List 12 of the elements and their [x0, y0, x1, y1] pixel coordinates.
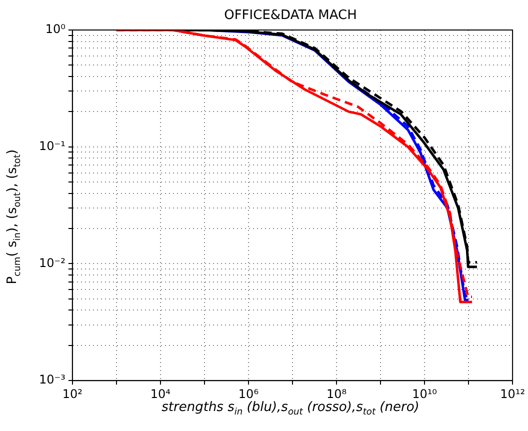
y-tick-label: 10⁰	[45, 22, 66, 36]
x-axis-title: strengths s$_{in}$ (blu),s$_{out}$ (rosso),s$_{tot}$ (nero)	[160, 400, 420, 418]
y-tick-label: 10⁻¹	[38, 138, 66, 153]
x-tick-label: 10⁸	[326, 386, 347, 401]
x-tick-label: 10⁶	[238, 386, 259, 401]
x-tick-label: 10²	[62, 386, 83, 401]
y-tick-label: 10⁻³	[38, 372, 66, 387]
x-tick-label: 10⁴	[150, 386, 171, 401]
chart-title: OFFICE&DATA MACH	[223, 8, 358, 23]
y-tick-label: 10⁻²	[38, 256, 66, 270]
x-tick-label: 10¹⁰	[412, 386, 438, 401]
x-tick-label: 10¹²	[500, 386, 526, 401]
